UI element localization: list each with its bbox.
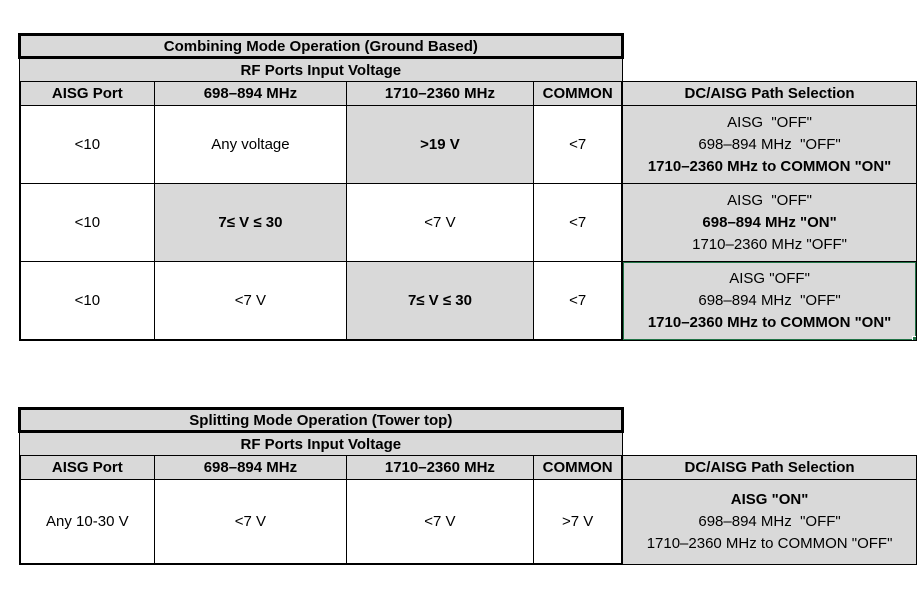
cell-common: <7 [533,105,624,184]
path-line: AISG "OFF" [727,191,812,209]
cell-low-band: <7 V [154,479,347,565]
cell-common: <7 [533,183,624,262]
splitting-mode-table: Splitting Mode Operation (Tower top) RF … [18,407,917,565]
col-header-path-selection: DC/AISG Path Selection [621,81,917,106]
combining-table-title: Combining Mode Operation (Ground Based) [18,33,624,59]
col-header-path-selection: DC/AISG Path Selection [621,455,917,480]
col-header-high-band: 1710–2360 MHz [345,455,535,480]
cell-high-band: <7 V [345,479,535,565]
cell-path-selection-selected: AISG "OFF" 698–894 MHz "OFF" 1710–2360 M… [621,261,917,341]
rf-ports-subtitle: RF Ports Input Voltage [19,57,623,82]
path-line: 698–894 MHz "OFF" [698,291,841,309]
col-header-low-band: 698–894 MHz [154,455,347,480]
path-line: AISG "OFF" [727,113,812,131]
cell-path-selection: AISG "OFF" 698–894 MHz "OFF" 1710–2360 M… [621,105,917,184]
cell-aisg-port: <10 [18,183,156,262]
table-row: <10 <7 V 7≤ V ≤ 30 <7 AISG "OFF" 698–894… [18,261,917,341]
path-line: 698–894 MHz "ON" [702,213,837,231]
table-row: Combining Mode Operation (Ground Based) [18,33,917,59]
table-row: Splitting Mode Operation (Tower top) [18,407,917,433]
path-line: AISG "ON" [730,490,809,508]
col-header-low-band: 698–894 MHz [154,81,347,106]
path-line: 1710–2360 MHz to COMMON "ON" [647,157,892,175]
cell-aisg-port: <10 [18,261,156,341]
cell-path-selection: AISG "ON" 698–894 MHz "OFF" 1710–2360 MH… [621,479,917,565]
empty-cell [622,431,917,456]
cell-aisg-port: Any 10-30 V [18,479,156,565]
path-line: 1710–2360 MHz to COMMON "OFF" [646,534,893,552]
cell-high-band: <7 V [345,183,535,262]
table-row: <10 Any voltage >19 V <7 AISG "OFF" 698–… [18,105,917,184]
table-row: <10 7≤ V ≤ 30 <7 V <7 AISG "OFF" 698–894… [18,183,917,262]
cell-common: >7 V [533,479,624,565]
cell-path-selection: AISG "OFF" 698–894 MHz "ON" 1710–2360 MH… [621,183,917,262]
col-header-common: COMMON [533,81,624,106]
cell-low-band: 7≤ V ≤ 30 [154,183,347,262]
empty-cell [622,34,917,58]
rf-ports-subtitle: RF Ports Input Voltage [19,431,623,456]
path-line: 698–894 MHz "OFF" [698,135,841,153]
header-row: AISG Port 698–894 MHz 1710–2360 MHz COMM… [18,455,917,480]
path-line: 1710–2360 MHz "OFF" [692,235,848,253]
col-header-aisg-port: AISG Port [18,81,156,106]
cell-aisg-port: <10 [18,105,156,184]
header-row: AISG Port 698–894 MHz 1710–2360 MHz COMM… [18,81,917,106]
cell-high-band: 7≤ V ≤ 30 [345,261,535,341]
path-line: 698–894 MHz "OFF" [698,512,841,530]
cell-low-band: Any voltage [154,105,347,184]
path-line: AISG "OFF" [729,269,810,287]
col-header-aisg-port: AISG Port [18,455,156,480]
cell-common: <7 [533,261,624,341]
table-row: RF Ports Input Voltage [19,57,917,82]
empty-cell [622,57,917,82]
path-line: 1710–2360 MHz to COMMON "ON" [647,313,892,331]
cell-high-band: >19 V [345,105,535,184]
col-header-high-band: 1710–2360 MHz [345,81,535,106]
fill-handle[interactable] [912,335,916,340]
table-row: RF Ports Input Voltage [19,431,917,456]
col-header-common: COMMON [533,455,624,480]
splitting-table-title: Splitting Mode Operation (Tower top) [18,407,624,433]
cell-low-band: <7 V [154,261,347,341]
table-row: Any 10-30 V <7 V <7 V >7 V AISG "ON" 698… [18,479,917,565]
combining-mode-table: Combining Mode Operation (Ground Based) … [18,33,917,341]
empty-cell [622,408,917,432]
